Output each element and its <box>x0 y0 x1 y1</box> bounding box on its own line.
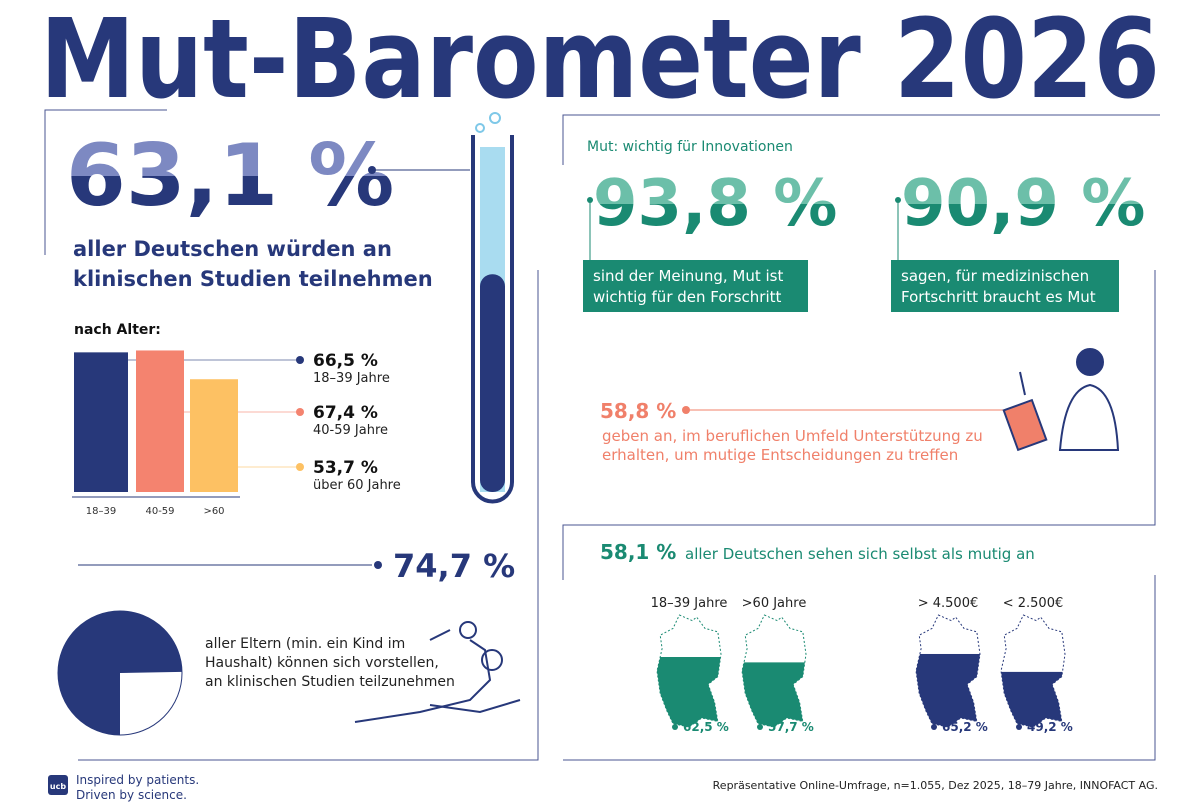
map-label: 18–39 Jahre <box>651 596 728 611</box>
dot <box>368 166 376 174</box>
dot <box>1016 724 1022 730</box>
page-title: Mut-Barometer 2026 <box>40 0 1160 123</box>
logo <box>48 775 68 795</box>
stat-text: aller Deutschen sehen sich selbst als mu… <box>685 545 1035 563</box>
map-value: 62,5 % <box>683 720 729 734</box>
label-box <box>891 260 1119 312</box>
map-outline <box>1000 614 1066 728</box>
value-label: 53,7 % <box>313 458 378 478</box>
chart-title: nach Alter: <box>74 322 161 338</box>
stat-text: aller Deutschen würden an <box>73 237 392 261</box>
group-label: über 60 Jahre <box>313 478 401 493</box>
stat-text: geben an, im beruflichen Umfeld Unterstü… <box>602 427 983 445</box>
dot <box>757 724 763 730</box>
dot <box>296 408 304 416</box>
map-value: 57,7 % <box>768 720 814 734</box>
bar <box>136 350 184 492</box>
group-label: 18–39 Jahre <box>313 371 390 386</box>
illustration <box>354 621 521 723</box>
x-tick-label: 40-59 <box>145 506 174 517</box>
tube-liquid <box>480 274 505 492</box>
dot <box>374 561 382 569</box>
map-value: 49,2 % <box>1027 720 1073 734</box>
group-label: 40-59 Jahre <box>313 423 388 438</box>
box-text: sind der Meinung, Mut ist <box>593 267 783 285</box>
source: Repräsentative Online-Umfrage, n=1.055, … <box>713 779 1158 792</box>
box-text: Fortschritt braucht es Mut <box>901 288 1096 306</box>
box-text: wichtig für den Forschritt <box>593 288 781 306</box>
map-outline <box>915 614 981 728</box>
frame <box>562 270 1156 580</box>
map-outline <box>741 614 807 728</box>
bubble <box>475 123 485 133</box>
frame <box>78 270 539 761</box>
bar <box>74 352 128 492</box>
section-heading: Mut: wichtig für Innovationen <box>587 139 793 155</box>
stat: 93,8 % <box>593 167 837 241</box>
dot <box>672 724 678 730</box>
illustration <box>1002 348 1120 452</box>
stat-text: an klinischen Studien teilzunehmen <box>205 674 455 690</box>
map-fill <box>1001 671 1065 727</box>
map-value: 65,2 % <box>942 720 988 734</box>
map-fill <box>742 662 806 727</box>
frame <box>563 575 1156 761</box>
brand: Driven by science. <box>76 788 187 802</box>
map-label: < 2.500€ <box>1003 596 1064 611</box>
stat: 58,1 % <box>600 540 676 564</box>
stat: 74,7 % <box>393 547 515 585</box>
stat-text: klinischen Studien teilnehmen <box>73 267 433 291</box>
dot <box>296 356 304 364</box>
brand: Inspired by patients. <box>76 773 199 787</box>
tube-outline <box>471 135 514 504</box>
map-outline <box>656 614 722 728</box>
logo-text: ucb <box>50 782 66 791</box>
value-label: 66,5 % <box>313 351 378 371</box>
stat-text: Haushalt) können sich vorstellen, <box>205 655 439 671</box>
bar <box>190 379 238 492</box>
stat-text: erhalten, um mutige Entscheidungen zu tr… <box>602 446 958 464</box>
label-box <box>583 260 808 312</box>
dot <box>296 463 304 471</box>
x-tick-label: 18–39 <box>86 506 116 517</box>
x-tick-label: >60 <box>203 506 224 517</box>
bubble <box>489 112 501 124</box>
stat: 63,1 % <box>66 126 394 226</box>
dot <box>931 724 937 730</box>
value-label: 67,4 % <box>313 403 378 423</box>
stat: 58,8 % <box>600 399 676 423</box>
frame <box>562 114 1160 165</box>
stat-text: aller Eltern (min. ein Kind im <box>205 636 405 652</box>
box-text: sagen, für medizinischen <box>901 267 1089 285</box>
pie-slice <box>57 611 182 735</box>
stat: 90,9 % <box>901 167 1145 241</box>
map-fill <box>916 653 980 727</box>
map-label: >60 Jahre <box>742 596 807 611</box>
frame <box>44 109 167 255</box>
map-label: > 4.500€ <box>918 596 979 611</box>
